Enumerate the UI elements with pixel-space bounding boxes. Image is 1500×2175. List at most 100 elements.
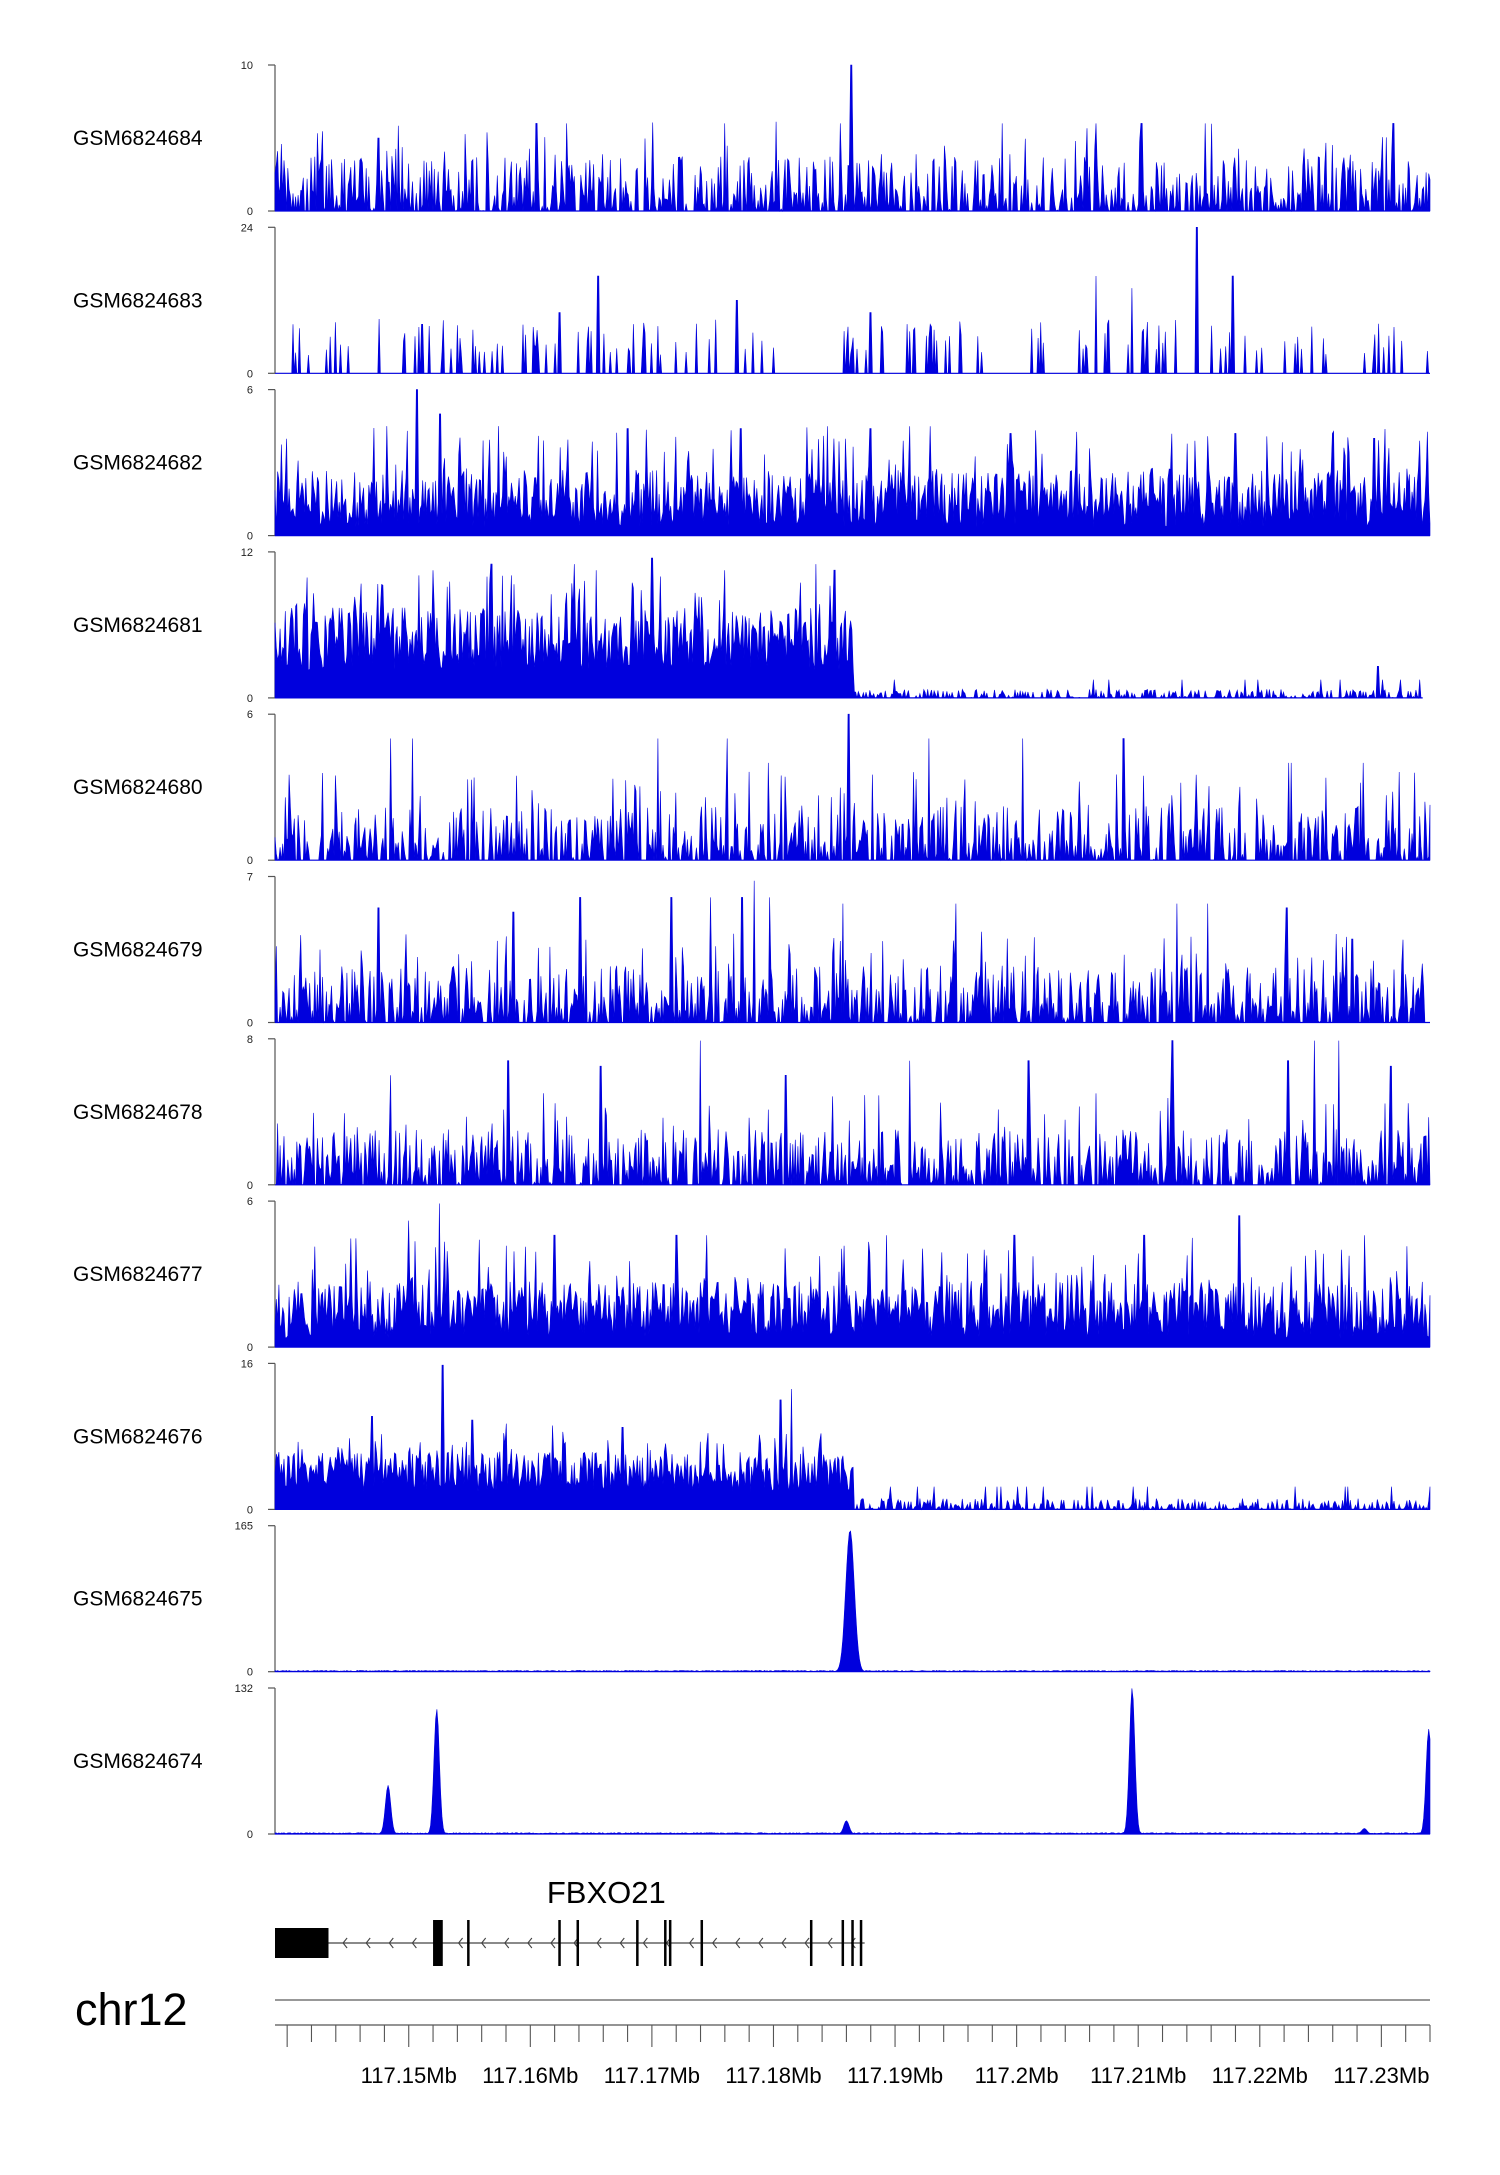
y-max-label: 10 bbox=[241, 60, 253, 72]
y-min-label: 0 bbox=[247, 1342, 253, 1354]
strand-chevron bbox=[342, 1937, 348, 1949]
track-label: GSM6824674 bbox=[73, 1750, 203, 1773]
coverage-area bbox=[274, 64, 1431, 213]
coverage-area bbox=[274, 1688, 1431, 1835]
coverage-area bbox=[274, 389, 1431, 536]
gene-name-label: FBXO21 bbox=[547, 1875, 666, 1910]
y-max-label: 7 bbox=[247, 872, 253, 884]
track-GSM6824676: GSM6824676 16 0 bbox=[73, 1358, 1431, 1516]
y-min-label: 0 bbox=[247, 1667, 253, 1679]
strand-chevron bbox=[457, 1937, 464, 1949]
exon bbox=[700, 1920, 704, 1966]
track-GSM6824682: GSM6824682 6 0 bbox=[73, 385, 1431, 543]
strand-chevron bbox=[688, 1937, 695, 1949]
y-min-label: 0 bbox=[247, 1504, 253, 1516]
strand-chevron bbox=[480, 1937, 487, 1949]
track-GSM6824674: GSM6824674 132 0 bbox=[73, 1683, 1431, 1841]
coverage-area bbox=[275, 1040, 1431, 1186]
track-GSM6824684: GSM6824684 10 0 bbox=[73, 60, 1431, 218]
x-tick-label: 117.23Mb bbox=[1333, 2063, 1429, 2088]
y-min-label: 0 bbox=[247, 1829, 253, 1841]
track-GSM6824675: GSM6824675 165 0 bbox=[73, 1521, 1431, 1679]
x-tick-label: 117.22Mb bbox=[1212, 2063, 1308, 2088]
x-tick-label: 117.21Mb bbox=[1090, 2063, 1186, 2088]
exon bbox=[433, 1920, 443, 1966]
exon bbox=[851, 1920, 854, 1966]
exon bbox=[275, 1928, 329, 1958]
track-label: GSM6824678 bbox=[73, 1101, 203, 1124]
coverage-area bbox=[274, 1364, 1431, 1511]
strand-chevron bbox=[619, 1937, 625, 1949]
x-tick-label: 117.17Mb bbox=[604, 2063, 700, 2088]
track-label: GSM6824677 bbox=[73, 1263, 203, 1286]
y-min-label: 0 bbox=[247, 1180, 253, 1192]
strand-chevron bbox=[411, 1937, 417, 1949]
exon bbox=[636, 1920, 639, 1966]
exon bbox=[841, 1920, 845, 1966]
chromosome-label: chr12 bbox=[75, 1984, 188, 2035]
strand-chevron bbox=[527, 1937, 533, 1949]
strand-chevron bbox=[804, 1937, 810, 1949]
y-min-label: 0 bbox=[247, 1018, 253, 1030]
x-tick-label: 117.18Mb bbox=[725, 2063, 821, 2088]
strand-chevron bbox=[735, 1937, 741, 1949]
y-min-label: 0 bbox=[247, 206, 253, 218]
track-label: GSM6824681 bbox=[73, 614, 203, 637]
x-tick-label: 117.19Mb bbox=[847, 2063, 943, 2088]
exon bbox=[668, 1920, 672, 1966]
y-max-label: 6 bbox=[247, 709, 253, 721]
track-GSM6824678: GSM6824678 8 0 bbox=[73, 1034, 1431, 1192]
y-min-label: 0 bbox=[247, 368, 253, 380]
track-GSM6824677: GSM6824677 6 0 bbox=[73, 1196, 1431, 1354]
track-label: GSM6824675 bbox=[73, 1588, 203, 1611]
exon bbox=[664, 1920, 667, 1966]
y-max-label: 8 bbox=[247, 1034, 253, 1046]
track-label: GSM6824682 bbox=[73, 452, 203, 475]
exon bbox=[809, 1920, 813, 1966]
y-max-label: 6 bbox=[247, 1196, 253, 1208]
coverage-area bbox=[274, 713, 1431, 862]
coverage-area bbox=[274, 1203, 1431, 1348]
y-min-label: 0 bbox=[247, 855, 253, 867]
coverage-area bbox=[274, 880, 1430, 1024]
coverage-area bbox=[274, 557, 1423, 700]
track-GSM6824680: GSM6824680 6 0 bbox=[73, 709, 1431, 867]
track-GSM6824681: GSM6824681 12 0 bbox=[73, 547, 1423, 705]
exon bbox=[576, 1920, 580, 1966]
coverage-area bbox=[290, 227, 1430, 374]
strand-chevron bbox=[388, 1937, 394, 1949]
track-label: GSM6824676 bbox=[73, 1425, 203, 1448]
gene-model-FBXO21: FBXO21 bbox=[275, 1875, 865, 1966]
y-max-label: 24 bbox=[241, 222, 253, 234]
strand-chevron bbox=[758, 1937, 764, 1949]
exon bbox=[859, 1920, 863, 1966]
x-tick-label: 117.15Mb bbox=[361, 2063, 457, 2088]
track-GSM6824679: GSM6824679 7 0 bbox=[73, 872, 1430, 1030]
x-tick-label: 117.2Mb bbox=[975, 2063, 1059, 2088]
x-tick-label: 117.16Mb bbox=[482, 2063, 578, 2088]
y-max-label: 132 bbox=[235, 1683, 253, 1695]
strand-chevron bbox=[827, 1937, 833, 1949]
y-max-label: 165 bbox=[235, 1521, 253, 1533]
strand-chevron bbox=[550, 1937, 556, 1949]
strand-chevron bbox=[781, 1937, 787, 1949]
strand-chevron bbox=[596, 1937, 602, 1949]
track-label: GSM6824680 bbox=[73, 776, 203, 799]
y-max-label: 6 bbox=[247, 385, 253, 397]
y-min-label: 0 bbox=[247, 693, 253, 705]
strand-chevron bbox=[504, 1937, 510, 1949]
strand-chevron bbox=[711, 1937, 718, 1949]
y-min-label: 0 bbox=[247, 531, 253, 543]
strand-chevron bbox=[365, 1937, 371, 1949]
genomic-axis: 117.15Mb 117.16Mb 117.17Mb 117.18Mb 117.19Mb… bbox=[275, 2024, 1431, 2088]
y-max-label: 16 bbox=[241, 1358, 253, 1370]
track-GSM6824683: GSM6824683 24 0 bbox=[73, 222, 1430, 380]
track-label: GSM6824684 bbox=[73, 127, 203, 150]
exon bbox=[467, 1920, 470, 1966]
coverage-area bbox=[274, 1530, 1431, 1672]
track-label: GSM6824683 bbox=[73, 289, 203, 312]
y-max-label: 12 bbox=[241, 547, 253, 559]
strand-chevron bbox=[642, 1937, 648, 1949]
